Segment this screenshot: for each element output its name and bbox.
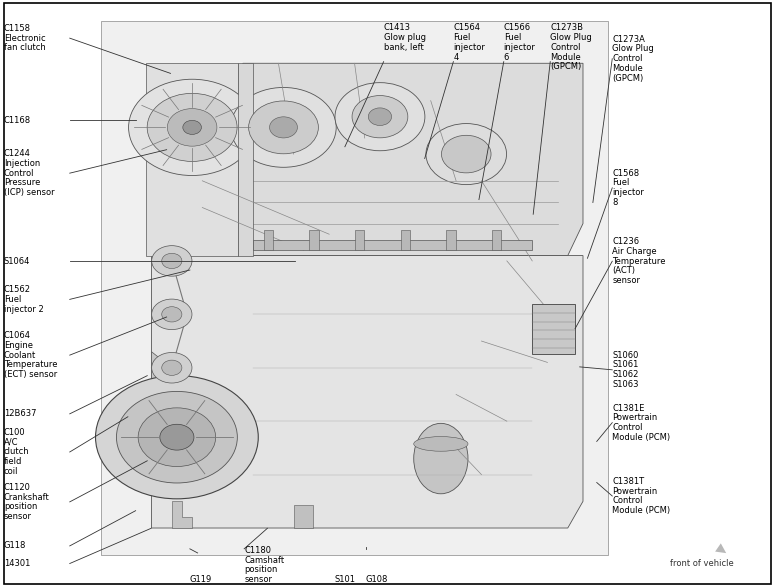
Text: S101: S101: [335, 575, 356, 584]
Circle shape: [152, 245, 192, 276]
Circle shape: [147, 93, 237, 161]
Bar: [532, 304, 574, 354]
Circle shape: [162, 253, 182, 268]
Polygon shape: [243, 63, 583, 255]
Circle shape: [152, 352, 192, 383]
Bar: [492, 230, 501, 250]
Text: G118: G118: [4, 541, 26, 551]
Circle shape: [162, 360, 182, 376]
Circle shape: [116, 392, 237, 483]
Polygon shape: [238, 63, 253, 255]
Circle shape: [160, 424, 194, 450]
Text: C1381T
Powertrain
Control
Module (PCM): C1381T Powertrain Control Module (PCM): [612, 477, 670, 515]
Polygon shape: [152, 255, 583, 528]
Text: C1381E
Powertrain
Control
Module (PCM): C1381E Powertrain Control Module (PCM): [612, 404, 670, 441]
Text: C1273A
Glow Plug
Control
Module
(GPCM): C1273A Glow Plug Control Module (GPCM): [612, 35, 654, 83]
Ellipse shape: [414, 423, 468, 494]
Circle shape: [138, 408, 215, 467]
Polygon shape: [152, 352, 172, 394]
Bar: [294, 504, 313, 528]
Text: S1060
S1061
S1062
S1063: S1060 S1061 S1062 S1063: [612, 351, 639, 389]
Text: G108: G108: [366, 575, 388, 584]
Text: C1562
Fuel
injector 2: C1562 Fuel injector 2: [4, 285, 43, 313]
Text: C1568
Fuel
injector
8: C1568 Fuel injector 8: [612, 169, 644, 207]
Text: C100
A/C
clutch
field
coil: C100 A/C clutch field coil: [4, 428, 29, 476]
Circle shape: [167, 109, 217, 146]
Text: front of vehicle: front of vehicle: [670, 559, 734, 568]
Bar: [355, 230, 364, 250]
Circle shape: [152, 299, 192, 330]
Circle shape: [249, 101, 319, 154]
Polygon shape: [172, 501, 192, 528]
Text: 12B637: 12B637: [4, 409, 36, 419]
Bar: [401, 230, 410, 250]
Text: C1180
Camshaft
position
sensor: C1180 Camshaft position sensor: [244, 546, 284, 584]
Circle shape: [442, 135, 491, 173]
Bar: [253, 239, 532, 250]
Circle shape: [183, 120, 202, 134]
Bar: [309, 230, 319, 250]
Bar: [446, 230, 456, 250]
Circle shape: [95, 376, 258, 499]
Text: C1413
Glow plug
bank, left: C1413 Glow plug bank, left: [384, 23, 425, 52]
Text: C1158
Electronic
fan clutch: C1158 Electronic fan clutch: [4, 24, 46, 52]
Circle shape: [368, 108, 391, 126]
Circle shape: [335, 83, 425, 151]
Circle shape: [231, 87, 336, 167]
Circle shape: [129, 79, 256, 176]
Text: C1564
Fuel
injector
4: C1564 Fuel injector 4: [453, 23, 485, 62]
Text: S1064: S1064: [4, 257, 30, 266]
Circle shape: [352, 96, 408, 138]
Text: C1236
Air Charge
Temperature
(ACT)
sensor: C1236 Air Charge Temperature (ACT) senso…: [612, 237, 666, 285]
Text: G119: G119: [190, 575, 212, 584]
Circle shape: [162, 307, 182, 322]
Bar: [264, 230, 273, 250]
Ellipse shape: [414, 437, 468, 451]
Text: 14301: 14301: [4, 559, 30, 568]
Circle shape: [270, 117, 298, 138]
Polygon shape: [101, 21, 608, 555]
Text: C1120
Crankshaft
position
sensor: C1120 Crankshaft position sensor: [4, 483, 50, 521]
Text: C1244
Injection
Control
Pressure
(ICP) sensor: C1244 Injection Control Pressure (ICP) s…: [4, 149, 54, 197]
Text: C1064
Engine
Coolant
Temperature
(ECT) sensor: C1064 Engine Coolant Temperature (ECT) s…: [4, 331, 57, 379]
Polygon shape: [146, 63, 238, 255]
Text: C1168: C1168: [4, 116, 31, 125]
Text: C1273B
Glow Plug
Control
Module
(GPCM): C1273B Glow Plug Control Module (GPCM): [550, 23, 592, 71]
Text: C1566
Fuel
injector
6: C1566 Fuel injector 6: [504, 23, 536, 62]
Circle shape: [426, 123, 507, 184]
